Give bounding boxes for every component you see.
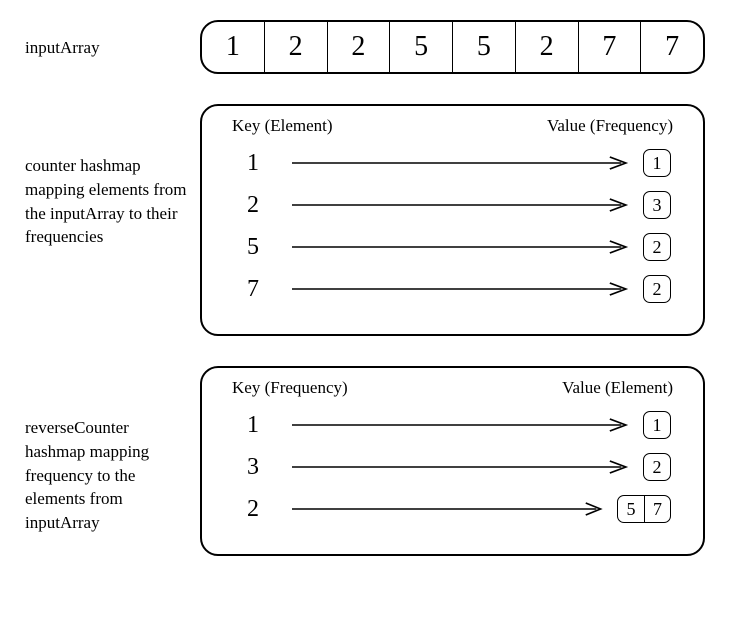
counter-maprow: 11	[228, 146, 677, 180]
input-array-row: inputArray 12255277	[25, 20, 705, 74]
counter-rows: 11235272	[228, 146, 677, 306]
reverse-value-box: 1	[643, 411, 671, 439]
arrow-icon	[278, 156, 643, 170]
counter-value-box: 3	[643, 191, 671, 219]
reverse-desc: reverseCounter hashmap mapping frequency…	[25, 416, 200, 535]
array-cell: 1	[202, 22, 264, 72]
reverse-row: reverseCounter hashmap mapping frequency…	[25, 366, 705, 556]
counter-maprow: 72	[228, 272, 677, 306]
arrow-icon	[278, 460, 643, 474]
reverse-value-cell: 2	[644, 454, 670, 480]
counter-maprow: 23	[228, 188, 677, 222]
counter-key: 1	[228, 150, 278, 177]
counter-key: 7	[228, 276, 278, 303]
reverse-val-header: Value (Element)	[562, 378, 673, 398]
reverse-key: 1	[228, 412, 278, 439]
reverse-value-cell: 5	[618, 496, 644, 522]
counter-key: 5	[228, 234, 278, 261]
reverse-maprow: 2 57	[228, 492, 677, 526]
reverse-maprow: 11	[228, 408, 677, 442]
reverse-value-box: 2	[643, 453, 671, 481]
counter-key: 2	[228, 192, 278, 219]
reverse-key-header: Key (Frequency)	[232, 378, 348, 398]
counter-value-cell: 1	[644, 150, 670, 176]
input-array-box: 12255277	[200, 20, 705, 74]
reverse-value-box: 57	[617, 495, 671, 523]
arrow-icon	[278, 282, 643, 296]
counter-row: counter hashmap mapping elements from th…	[25, 104, 705, 336]
arrow-icon	[278, 502, 617, 516]
counter-value-cell: 2	[644, 276, 670, 302]
array-cell: 5	[389, 22, 452, 72]
counter-desc: counter hashmap mapping elements from th…	[25, 154, 200, 249]
reverse-value-cell: 7	[644, 496, 670, 522]
counter-val-header: Value (Frequency)	[547, 116, 673, 136]
counter-key-header: Key (Element)	[232, 116, 333, 136]
reverse-panel: Key (Frequency) Value (Element) 1132257	[200, 366, 705, 556]
counter-value-box: 2	[643, 233, 671, 261]
counter-maprow: 52	[228, 230, 677, 264]
arrow-icon	[278, 198, 643, 212]
input-array-label: inputArray	[25, 38, 200, 58]
array-cell: 7	[578, 22, 641, 72]
array-cell: 7	[640, 22, 703, 72]
counter-value-cell: 3	[644, 192, 670, 218]
arrow-icon	[278, 418, 643, 432]
counter-value-box: 2	[643, 275, 671, 303]
array-cell: 5	[452, 22, 515, 72]
array-cell: 2	[515, 22, 578, 72]
array-cell: 2	[327, 22, 390, 72]
counter-panel: Key (Element) Value (Frequency) 11235272	[200, 104, 705, 336]
reverse-maprow: 32	[228, 450, 677, 484]
array-cell: 2	[264, 22, 327, 72]
arrow-icon	[278, 240, 643, 254]
counter-value-box: 1	[643, 149, 671, 177]
reverse-key: 2	[228, 496, 278, 523]
counter-value-cell: 2	[644, 234, 670, 260]
reverse-key: 3	[228, 454, 278, 481]
reverse-value-cell: 1	[644, 412, 670, 438]
reverse-rows: 1132257	[228, 408, 677, 526]
